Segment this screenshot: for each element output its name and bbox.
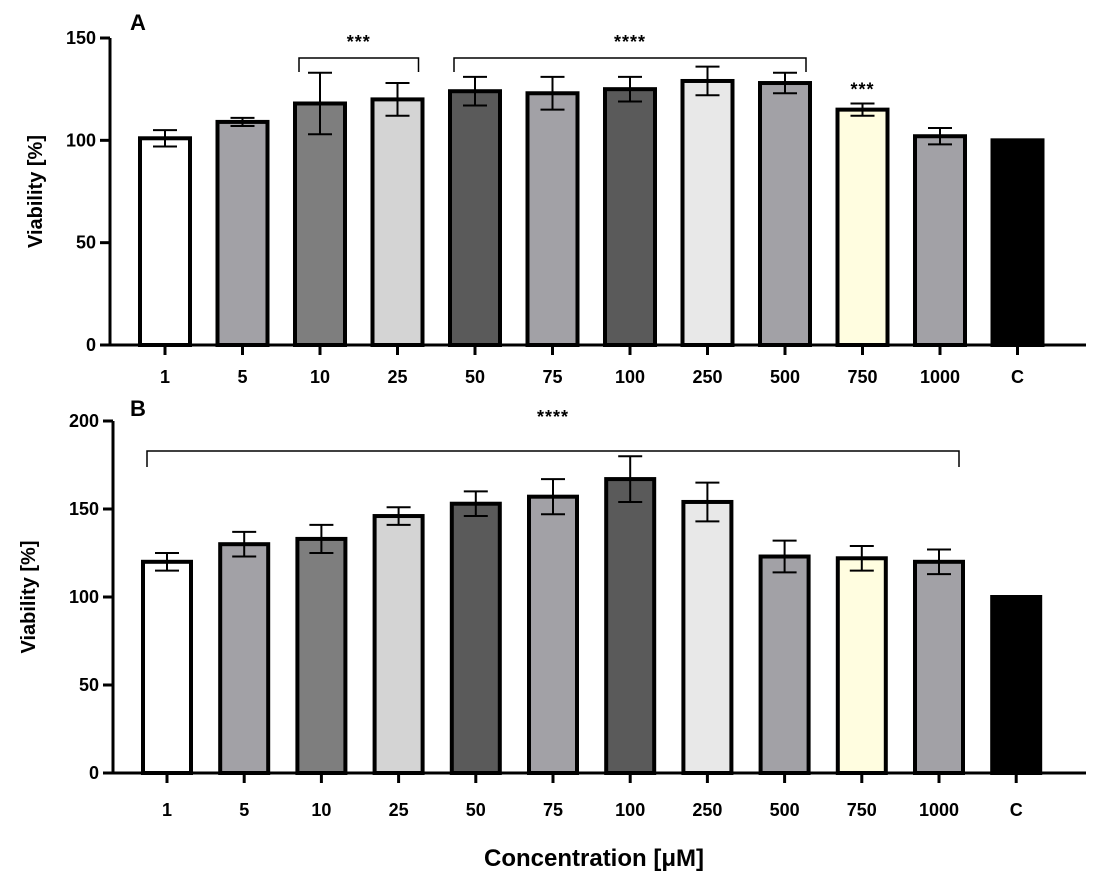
y-tick-label: 50	[79, 675, 99, 695]
bar	[758, 554, 811, 776]
bar	[372, 514, 425, 775]
x-tick-label: C	[1011, 367, 1024, 387]
panel-letter: B	[130, 396, 146, 421]
panel-a: A Viability [%] 0 50 100 150 1 5 10 25 50 75 100 250 5…	[25, 10, 1086, 387]
y-tick-label: 100	[69, 587, 99, 607]
x-tick-label: 750	[847, 800, 877, 820]
y-tick-label: 50	[76, 233, 96, 253]
significance-label: ****	[537, 407, 569, 427]
bar	[448, 89, 502, 347]
bar	[680, 78, 735, 347]
y-tick-label: 0	[86, 335, 96, 355]
x-tick-label: 500	[770, 367, 800, 387]
bar	[215, 119, 270, 347]
x-tick-label: 100	[615, 367, 645, 387]
significance-label: ***	[850, 79, 874, 99]
x-tick-label: 50	[465, 367, 485, 387]
bar	[525, 91, 580, 348]
x-tick-label: 10	[311, 800, 331, 820]
x-tick-label: 1000	[920, 367, 960, 387]
bar	[681, 499, 734, 775]
bar	[604, 477, 657, 775]
bar	[218, 542, 271, 776]
bar	[295, 536, 348, 775]
x-tick-label: 250	[692, 800, 722, 820]
x-axis-label: Concentration [μM]	[484, 845, 704, 872]
x-tick-label: 10	[310, 367, 330, 387]
x-tick-label: 1000	[919, 800, 959, 820]
bar	[603, 87, 657, 347]
significance-bracket	[453, 57, 807, 72]
y-tick-label: 100	[66, 130, 96, 150]
x-tick-label: C	[1010, 800, 1023, 820]
panel-letter: A	[130, 10, 146, 35]
bar	[370, 97, 425, 348]
bar	[835, 556, 888, 776]
bar	[758, 81, 812, 347]
y-tick-label: 150	[66, 28, 96, 48]
significance-bracket	[146, 450, 960, 467]
significance-label: ****	[614, 32, 646, 52]
x-tick-label: 250	[692, 367, 722, 387]
bar	[138, 136, 192, 347]
x-tick-label: 500	[770, 800, 800, 820]
bar	[141, 559, 193, 775]
x-tick-label: 5	[239, 800, 249, 820]
y-axis-label: Viability [%]	[18, 541, 40, 654]
y-axis-label: Viability [%]	[25, 135, 47, 248]
y-tick-label: 0	[89, 763, 99, 783]
bar	[293, 101, 347, 347]
bar	[913, 559, 965, 775]
x-tick-label: 25	[387, 367, 407, 387]
y-tick-label: 200	[69, 411, 99, 431]
x-tick-label: 1	[160, 367, 170, 387]
x-tick-label: 25	[389, 800, 409, 820]
bar	[990, 138, 1045, 347]
bar	[913, 134, 967, 347]
x-tick-label: 75	[543, 800, 563, 820]
bar	[835, 107, 890, 347]
x-tick-label: 100	[615, 800, 645, 820]
x-tick-label: 75	[542, 367, 562, 387]
bar	[527, 494, 579, 775]
bar	[449, 501, 502, 775]
significance-bracket	[298, 57, 420, 72]
x-tick-label: 750	[847, 367, 877, 387]
x-tick-label: 50	[466, 800, 486, 820]
significance-label: ***	[347, 32, 371, 52]
x-tick-label: 5	[237, 367, 247, 387]
x-tick-label: 1	[162, 800, 172, 820]
y-tick-label: 150	[69, 499, 99, 519]
bar	[990, 595, 1043, 775]
panel-b: B Viability [%] 0 50 100 150 200 1 5 10 25 50 75 100 2…	[18, 396, 1086, 820]
